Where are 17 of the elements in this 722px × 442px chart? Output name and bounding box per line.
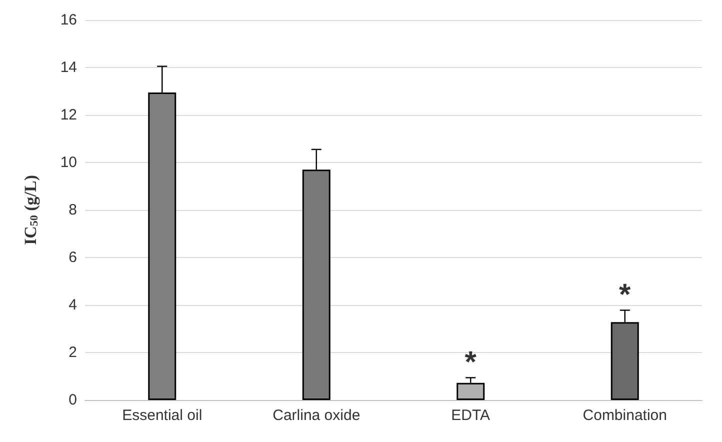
y-tick-label: 2 [68,344,77,361]
y-tick-label: 10 [60,154,77,171]
x-tick-label: Combination [582,407,667,424]
x-tick-label: Carlina oxide [272,407,360,424]
y-tick-label: 8 [68,202,77,218]
annotation: * [619,278,632,312]
y-axis-title: IC50 (g/L) [21,174,40,246]
x-tick-label: Essential oil [122,407,202,424]
annotation: * [464,346,477,379]
x-tick-label: EDTA [451,407,490,424]
y-tick-label: 0 [68,392,77,408]
y-tick-label: 16 [60,12,77,28]
bar [456,382,485,400]
y-tick-label: 4 [68,296,77,314]
y-tick-label: 12 [60,106,77,124]
y-tick-label: 14 [60,59,77,76]
y-tick-label: 6 [68,249,77,266]
